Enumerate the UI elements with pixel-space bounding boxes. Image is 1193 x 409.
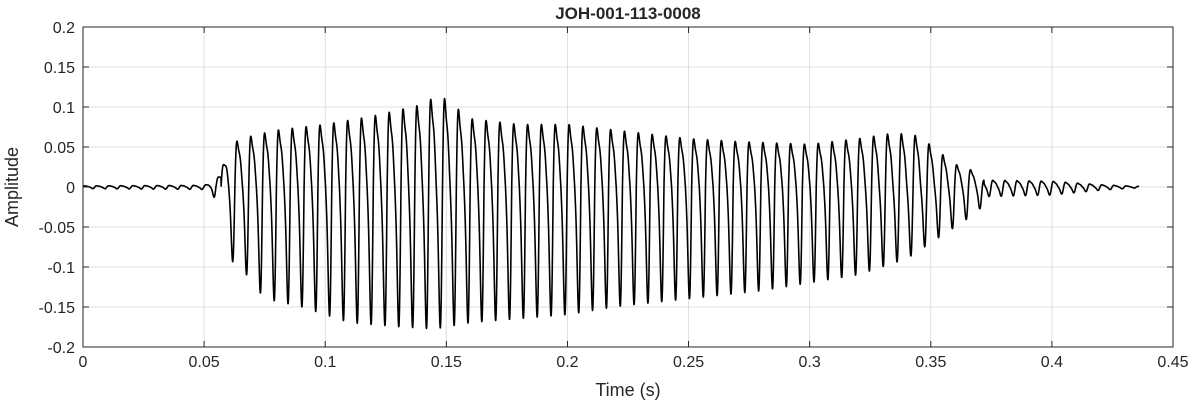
x-tick-label: 0.25	[673, 354, 704, 371]
x-axis-label: Time (s)	[595, 380, 660, 400]
x-tick-label: 0.1	[314, 354, 336, 371]
y-tick-label: -0.05	[39, 220, 76, 237]
x-tick-label: 0.15	[431, 354, 462, 371]
x-tick-label: 0.2	[556, 354, 578, 371]
plot-area	[82, 97, 1140, 330]
x-tick-label: 0.4	[1041, 354, 1063, 371]
y-tick-label: 0	[66, 180, 75, 197]
ticks: 0 0.05 0.1 0.15 0.2 0.25 0.3 0.35 0.4 0.45 -0.2 -0.…	[39, 20, 1189, 371]
y-tick-label: -0.2	[47, 340, 75, 357]
y-tick-label: 0.2	[53, 20, 75, 37]
x-tick-label: 0.35	[915, 354, 946, 371]
x-tick-label: 0.05	[189, 354, 220, 371]
x-tick-label: 0.45	[1157, 354, 1188, 371]
y-tick-label: -0.1	[47, 260, 75, 277]
y-tick-label: 0.05	[44, 140, 75, 157]
waveform-line	[82, 97, 1140, 330]
y-tick-label: -0.15	[39, 300, 76, 317]
x-tick-label: 0	[79, 354, 88, 371]
y-tick-label: 0.1	[53, 100, 75, 117]
chart-title: JOH-001-113-0008	[555, 4, 701, 23]
y-axis-label: Amplitude	[2, 147, 22, 227]
x-tick-label: 0.3	[799, 354, 821, 371]
y-tick-label: 0.15	[44, 60, 75, 77]
